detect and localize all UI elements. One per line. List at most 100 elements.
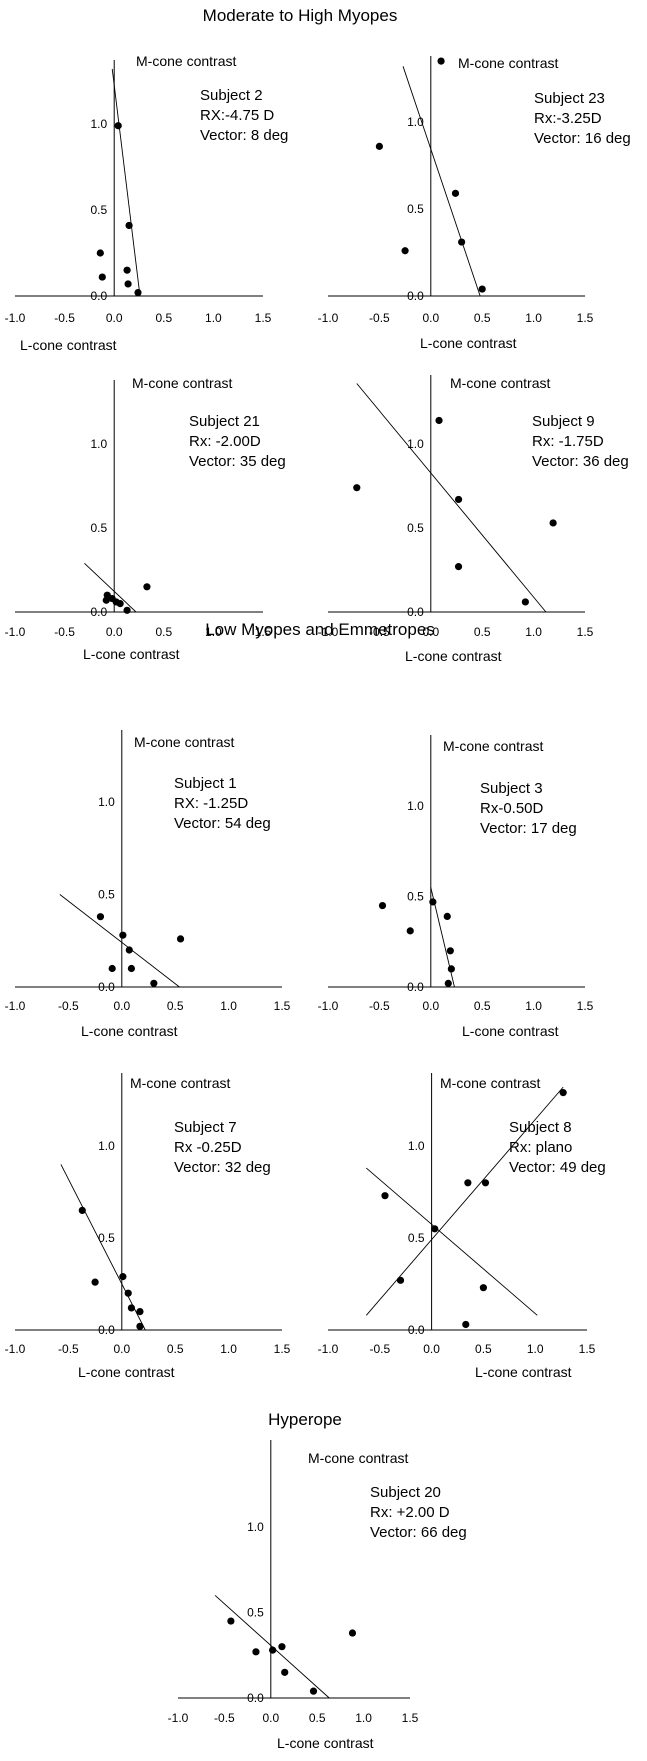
fit-line bbox=[402, 66, 481, 297]
x-tick-label: 0.5 bbox=[474, 999, 491, 1013]
y-tick-label: 1.0 bbox=[407, 799, 424, 813]
y-axis-label: M-cone contrast bbox=[130, 1075, 230, 1091]
x-axis-label: L-cone contrast bbox=[83, 646, 180, 662]
x-axis-label: L-cone contrast bbox=[405, 648, 502, 664]
x-tick-label: 1.5 bbox=[577, 999, 594, 1013]
data-point bbox=[451, 189, 460, 197]
data-point bbox=[401, 247, 409, 255]
x-tick-label: 0.5 bbox=[475, 1342, 492, 1356]
data-point bbox=[96, 249, 104, 257]
x-tick-label: 1.0 bbox=[205, 311, 222, 325]
y-tick-label: 1.0 bbox=[247, 1520, 264, 1534]
y-tick-label: 0.0 bbox=[408, 1323, 425, 1337]
x-tick-label: -1.0 bbox=[168, 1711, 189, 1725]
x-tick-label: -1.0 bbox=[318, 999, 339, 1013]
y-axis-label: M-cone contrast bbox=[443, 738, 543, 754]
data-point bbox=[98, 273, 106, 281]
data-point bbox=[91, 1278, 99, 1286]
vector-label: Vector: 66 deg bbox=[370, 1524, 467, 1541]
data-point bbox=[123, 266, 131, 274]
rx-label: Rx:-3.25D bbox=[534, 110, 602, 127]
subject-label: Subject 8 bbox=[509, 1119, 572, 1136]
x-tick-label: 1.0 bbox=[220, 999, 237, 1013]
data-point bbox=[353, 484, 361, 492]
data-point bbox=[123, 606, 131, 614]
y-tick-label: 1.0 bbox=[408, 1139, 425, 1153]
y-tick-label: 1.0 bbox=[407, 115, 424, 129]
rx-label: Rx: -2.00D bbox=[189, 433, 261, 450]
y-tick-label: 0.0 bbox=[91, 605, 108, 619]
data-point bbox=[437, 57, 445, 65]
x-tick-label: 1.5 bbox=[274, 1342, 291, 1356]
data-point bbox=[136, 1322, 144, 1330]
x-tick-label: 1.0 bbox=[205, 625, 222, 639]
x-axis-label: L-cone contrast bbox=[81, 1023, 178, 1039]
data-point bbox=[114, 122, 122, 130]
x-tick-label: -1.0 bbox=[318, 1342, 339, 1356]
data-point bbox=[406, 927, 414, 935]
y-tick-label: 0.0 bbox=[407, 605, 424, 619]
subject-label: Subject 1 bbox=[174, 775, 237, 792]
scatter-panel-2: -1.0 -0.5 0.0 0.5 1.0 1.5 0.0 0.5 1.0 M-cone cont… bbox=[318, 55, 631, 351]
y-tick-label: 0.5 bbox=[91, 521, 108, 535]
section-title-hyperope: Hyperope bbox=[268, 1410, 342, 1429]
rx-label: Rx-0.50D bbox=[480, 800, 544, 817]
y-tick-label: 1.0 bbox=[91, 117, 108, 131]
scatter-panel-6: -1.0 -0.5 0.0 0.5 1.0 1.5 0.0 0.5 1.0 M-cone cont… bbox=[318, 735, 594, 1039]
x-tick-label: 1.0 bbox=[525, 625, 542, 639]
section-title-low-myopes-emmetropes: Low Myopes and Emmetropes bbox=[205, 620, 435, 639]
fit-line bbox=[60, 1164, 146, 1331]
subject-label: Subject 7 bbox=[174, 1119, 237, 1136]
data-point bbox=[150, 979, 158, 987]
x-tick-label: -0.5 bbox=[58, 1342, 79, 1356]
data-point bbox=[125, 946, 133, 954]
fit-line bbox=[111, 68, 141, 297]
vector-label: Vector: 36 deg bbox=[532, 453, 629, 470]
data-point bbox=[281, 1668, 289, 1676]
x-tick-label: 0.0 bbox=[422, 311, 439, 325]
y-tick-label: 0.5 bbox=[407, 890, 424, 904]
data-point bbox=[278, 1643, 286, 1651]
data-point bbox=[454, 563, 463, 571]
rx-label: RX: -1.25D bbox=[174, 795, 248, 812]
y-tick-label: 0.5 bbox=[408, 1231, 425, 1245]
y-tick-label: 1.0 bbox=[98, 1139, 115, 1153]
x-tick-label: 0.0 bbox=[422, 625, 439, 639]
data-point bbox=[481, 1179, 490, 1187]
x-axis-label: L-cone contrast bbox=[20, 337, 117, 353]
data-point bbox=[252, 1648, 260, 1656]
data-point bbox=[269, 1646, 277, 1654]
vector-label: Vector: 32 deg bbox=[174, 1159, 271, 1176]
x-tick-label: 0.5 bbox=[474, 625, 491, 639]
data-point bbox=[124, 280, 132, 288]
x-tick-label: 1.5 bbox=[255, 311, 272, 325]
x-tick-label: 1.5 bbox=[579, 1342, 596, 1356]
x-axis-label: L-cone contrast bbox=[420, 335, 517, 351]
x-tick-label: 0.5 bbox=[474, 311, 491, 325]
fit-line bbox=[59, 894, 180, 988]
x-tick-label: 0.0 bbox=[422, 999, 439, 1013]
data-point bbox=[464, 1179, 472, 1187]
x-tick-label: 1.0 bbox=[525, 999, 542, 1013]
x-tick-label: -1.0 bbox=[5, 999, 26, 1013]
y-axis-label: M-cone contrast bbox=[134, 734, 234, 750]
y-tick-label: 0.5 bbox=[98, 888, 115, 902]
y-axis-label: M-cone contrast bbox=[308, 1450, 408, 1466]
data-point bbox=[521, 598, 529, 606]
x-tick-label: 0.5 bbox=[155, 311, 172, 325]
fit-line bbox=[366, 1167, 538, 1316]
vector-label: Vector: 8 deg bbox=[200, 127, 288, 144]
x-tick-label: 1.5 bbox=[577, 625, 594, 639]
x-tick-label: -1.0 bbox=[5, 1342, 26, 1356]
data-point bbox=[309, 1687, 318, 1695]
data-point bbox=[447, 965, 455, 973]
data-point bbox=[559, 1089, 567, 1097]
vector-label: Vector: 16 deg bbox=[534, 130, 631, 147]
x-axis-label: L-cone contrast bbox=[475, 1364, 572, 1380]
vector-label: Vector: 54 deg bbox=[174, 815, 271, 832]
subject-label: Subject 23 bbox=[534, 90, 605, 107]
scatter-panel-4: -1.0 -0.5 0.0 0.5 1.0 1.5 0.0 0.5 1.0 M-cone cont… bbox=[318, 375, 629, 664]
subject-label: Subject 9 bbox=[532, 413, 595, 430]
data-point bbox=[446, 947, 454, 955]
